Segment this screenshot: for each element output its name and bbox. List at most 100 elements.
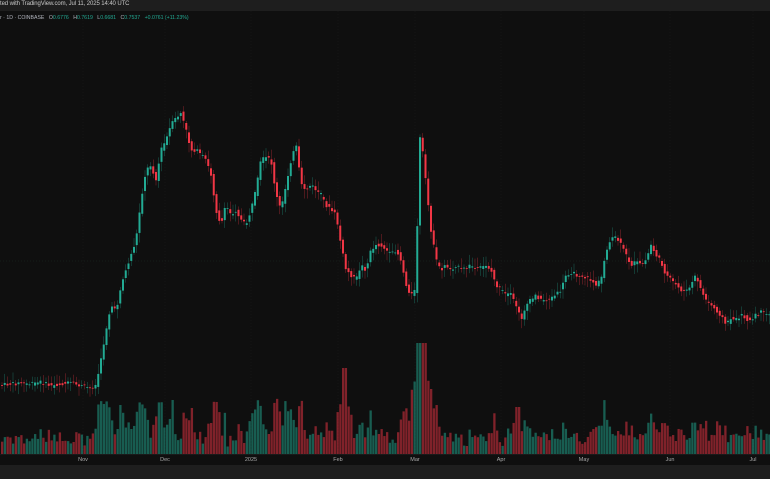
candlestick-chart[interactable] <box>0 11 770 454</box>
volume-bar <box>457 437 460 454</box>
volume-bar <box>292 419 295 454</box>
volume-bar <box>512 422 515 454</box>
volume-bar <box>133 425 136 454</box>
volume-bar <box>408 420 411 454</box>
candle-body <box>251 203 254 213</box>
candle-body <box>507 293 509 297</box>
candle-body <box>545 300 548 302</box>
volume-bar <box>556 438 559 454</box>
volume-bar <box>487 433 491 454</box>
candle-body <box>677 283 680 288</box>
volume-bar <box>119 405 122 454</box>
candle-body <box>270 159 273 165</box>
candle-body <box>311 185 314 187</box>
volume-bar <box>430 389 433 454</box>
volume-bar <box>716 421 719 454</box>
volume-bar <box>188 420 191 454</box>
candle-body <box>344 254 347 270</box>
candle-body <box>152 166 155 174</box>
candle-body <box>518 306 520 313</box>
volume-bar <box>232 440 235 454</box>
volume-bar <box>364 437 367 454</box>
volume-bar <box>589 431 592 454</box>
volume-bar <box>108 407 111 454</box>
candle-body <box>479 266 482 268</box>
candle-body <box>501 290 504 291</box>
candle-body <box>149 166 152 170</box>
candle-body <box>762 311 765 313</box>
volume-bar <box>229 435 232 454</box>
volume-bar <box>45 441 48 454</box>
volume-bar <box>265 429 268 454</box>
candle-body <box>179 113 182 116</box>
candle-body <box>116 304 119 310</box>
volume-bar <box>273 402 276 454</box>
candle-body <box>9 383 12 385</box>
candle-body <box>64 381 67 384</box>
volume-bar <box>570 436 573 454</box>
volume-bar <box>663 423 667 454</box>
time-axis[interactable]: Nov Dec 2025 Feb Mar Apr May Jun Jul <box>0 454 770 466</box>
volume-bar <box>320 432 323 454</box>
candle-body <box>256 177 259 196</box>
volume-bar <box>523 420 526 454</box>
candle-body <box>138 212 141 233</box>
candle-body <box>526 303 529 311</box>
candle-body <box>702 288 705 295</box>
candle-body <box>542 300 545 302</box>
volume-bar <box>12 443 15 454</box>
candle-body <box>133 246 135 253</box>
volume-bar <box>559 439 562 454</box>
volume-bar <box>278 411 282 454</box>
candle-body <box>210 168 212 176</box>
volume-bar <box>196 439 199 454</box>
volume-bar <box>672 435 675 454</box>
candle-body <box>485 265 487 268</box>
candle-body <box>496 281 498 288</box>
volume-bar <box>369 410 372 454</box>
candle-body <box>633 261 636 266</box>
candle-body <box>644 260 647 265</box>
volume-bar <box>768 434 770 454</box>
volume-bar <box>78 433 81 454</box>
volume-bar <box>25 438 29 454</box>
candle-body <box>36 382 39 385</box>
candle-body <box>757 315 760 316</box>
candle-body <box>113 306 116 309</box>
candle-body <box>597 280 600 287</box>
candle-body <box>350 271 353 278</box>
candle-body <box>75 382 78 385</box>
candle-body <box>394 252 397 254</box>
volume-bar <box>391 439 394 454</box>
candle-body <box>229 209 232 214</box>
candle-body <box>336 212 339 225</box>
candle-body <box>193 149 196 152</box>
candle-body <box>454 267 457 269</box>
volume-bar <box>69 443 73 454</box>
candle-body <box>471 266 474 268</box>
volume-bar <box>531 436 535 454</box>
volume-bar <box>53 434 56 454</box>
candle-body <box>636 261 639 265</box>
candle-body <box>226 207 229 209</box>
candle-body <box>710 303 713 306</box>
low-value: 0.6681 <box>100 15 117 21</box>
candle-body <box>262 157 265 163</box>
candle-body <box>182 111 185 121</box>
volume-bar <box>14 435 18 454</box>
candle-body <box>240 215 243 220</box>
volume-bar <box>267 433 271 454</box>
volume-bar <box>597 425 601 454</box>
volume-bar <box>463 445 466 454</box>
candle-body <box>14 383 17 386</box>
candle-body <box>42 383 45 385</box>
volume-bar <box>421 343 425 454</box>
high-value: 0.7619 <box>76 15 93 21</box>
volume-bar <box>432 408 436 454</box>
candle-body <box>289 163 292 177</box>
candle-body <box>86 387 89 388</box>
volume-bar <box>732 434 735 454</box>
candle-body <box>20 382 23 384</box>
candle-body <box>353 274 355 277</box>
volume-bar <box>760 429 763 454</box>
